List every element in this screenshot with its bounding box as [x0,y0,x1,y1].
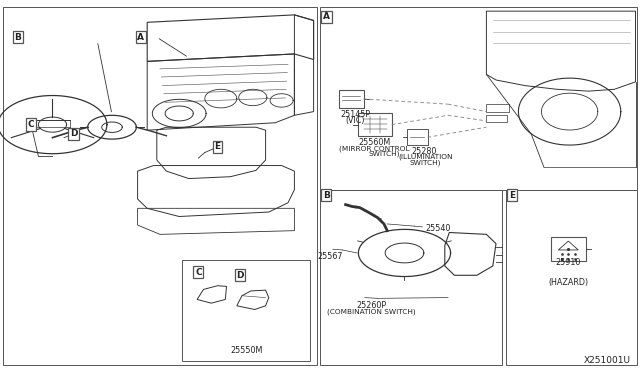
Bar [358,113,392,136]
Text: 25560M: 25560M [358,138,390,147]
Text: D: D [236,271,244,280]
Bar [550,237,586,261]
Text: C: C [195,268,202,277]
Text: 25550M: 25550M [230,346,262,355]
Bar [486,104,509,112]
Text: 25280: 25280 [411,147,436,155]
Bar [182,260,310,361]
Text: (VIC): (VIC) [346,116,365,125]
Bar [339,90,364,108]
Bar [3,7,317,365]
Text: D: D [70,129,77,138]
Text: E: E [214,142,221,151]
Text: C: C [28,120,34,129]
Text: SWITCH): SWITCH) [368,151,400,157]
Text: (HAZARD): (HAZARD) [548,278,588,287]
Text: A: A [323,12,330,21]
Text: 25540: 25540 [426,224,451,232]
Bar [320,7,637,190]
Bar [320,190,502,365]
Text: SWITCH): SWITCH) [410,159,442,166]
Text: (ILLUMINATION: (ILLUMINATION [398,154,453,160]
Text: (MIRROR CONTROL: (MIRROR CONTROL [339,145,410,152]
Text: E: E [509,191,515,200]
Text: 25260P: 25260P [356,301,387,310]
Bar [407,129,428,145]
Bar [506,190,637,365]
Text: X251001U: X251001U [584,356,630,365]
Text: B: B [323,191,330,200]
Text: 25910: 25910 [556,258,581,267]
Text: 25145P: 25145P [340,110,371,119]
Text: 25567: 25567 [317,252,343,261]
Bar [486,115,507,122]
Text: B: B [15,33,21,42]
Text: A: A [138,33,144,42]
Text: (COMBINATION SWITCH): (COMBINATION SWITCH) [327,308,415,315]
